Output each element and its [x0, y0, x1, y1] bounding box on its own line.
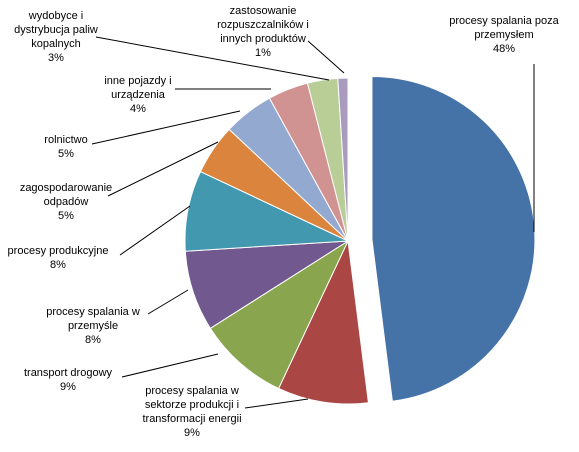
slice-label-10: zastosowanie rozpuszczalników i innych pro… [217, 5, 309, 59]
slice-percent-10: 1% [255, 47, 271, 59]
slice-label-line: procesy spalania w [46, 306, 140, 318]
leader-line-4 [147, 289, 189, 315]
slice-label-line: dystrybucja paliw [14, 24, 98, 36]
slice-percent-3: 9% [60, 381, 76, 393]
slice-label-line: innych produktów [220, 33, 306, 45]
leader-line-3 [121, 353, 219, 378]
slice-label-line: przemysłem [474, 29, 533, 41]
pie-slice-2 [277, 239, 369, 405]
slice-percent-1: 48% [493, 43, 515, 55]
leader-line-2 [244, 398, 309, 409]
slice-label-line: kopalnych [31, 38, 81, 50]
slice-label-1: procesy spalania poza przemysłem 48% [449, 15, 559, 55]
slice-label-line: przemyśle [68, 320, 118, 332]
slice-label-line: procesy produkcyjne [8, 245, 109, 257]
slice-label-line: transport drogowy [24, 367, 113, 379]
slice-label-line: zagospodarowanie [20, 182, 112, 194]
slice-label-line: transformacji energii [142, 413, 241, 425]
slice-label-line: rolnictwo [44, 134, 87, 146]
slice-label-line: odpadów [44, 196, 89, 208]
slice-percent-6: 5% [58, 210, 74, 222]
pie-slice-1 [371, 75, 536, 402]
leader-line-6 [107, 141, 219, 197]
slice-percent-9: 3% [48, 52, 64, 64]
slice-label-4: procesy spalania w przemyśle 8% [46, 306, 140, 346]
leader-line-5 [119, 205, 191, 256]
slice-label-line: procesy spalania poza [449, 15, 559, 27]
pie-slice-3 [209, 239, 350, 390]
slice-percent-8: 4% [130, 103, 146, 115]
slice-label-7: rolnictwo 5% [44, 134, 87, 160]
slice-label-6: zagospodarowanie odpadów 5% [20, 182, 112, 222]
slice-label-line: urządzenia [111, 89, 166, 101]
leader-line-7 [91, 110, 241, 145]
leader-line-9 [95, 36, 330, 81]
slice-percent-7: 5% [58, 148, 74, 160]
slice-label-2: procesy spalania w sektorze produkcji i tr… [142, 385, 241, 439]
slice-label-line: procesy spalania w [145, 385, 239, 397]
slice-percent-5: 8% [50, 259, 66, 271]
slice-label-line: wydobyce i [28, 10, 83, 22]
slice-label-9: wydobyce i dystrybucja paliw kopalnych 3% [14, 10, 98, 64]
slice-label-8: inne pojazdy i urządzenia 4% [104, 75, 171, 115]
slice-label-3: transport drogowy 9% [24, 367, 113, 393]
slice-percent-4: 8% [85, 334, 101, 346]
slice-label-line: zastosowanie [230, 5, 297, 17]
pie-slice-10 [337, 77, 349, 242]
slice-label-line: inne pojazdy i [104, 75, 171, 87]
slice-label-line: rozpuszczalników i [217, 19, 309, 31]
slice-percent-2: 9% [184, 427, 200, 439]
leader-line-10 [307, 40, 345, 74]
slice-label-5: procesy produkcyjne 8% [8, 245, 109, 271]
slice-label-line: sektorze produkcji i [145, 399, 239, 411]
